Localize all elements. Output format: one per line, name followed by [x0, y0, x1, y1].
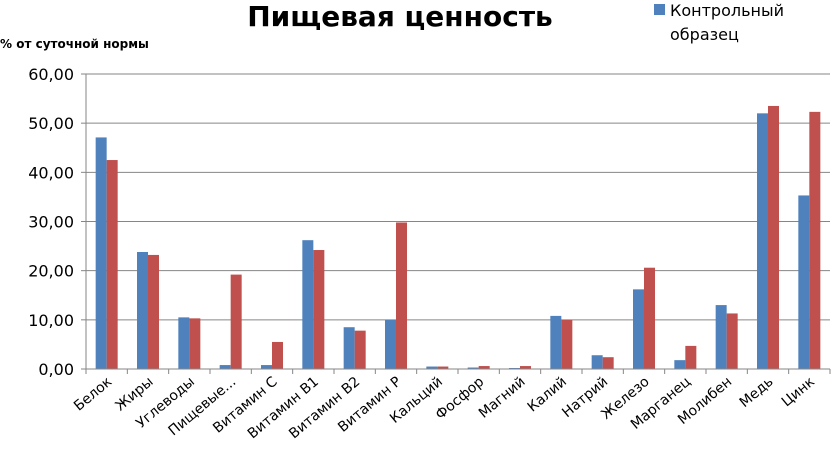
bar-series-2: [106, 160, 118, 369]
bar-series-1: [798, 195, 810, 369]
y-tick-labels: 0,00 10,00 20,00 30,00 40,00 50,00 60,00: [28, 65, 74, 379]
bar-series-2: [230, 274, 242, 369]
bar-series-1: [591, 355, 603, 369]
bar-series-1: [426, 366, 438, 369]
bar-series-2: [644, 267, 655, 369]
category-label: Витамин В1: [245, 374, 322, 442]
legend: Контрольный образец: [654, 1, 784, 44]
bar-series-2: [396, 222, 407, 369]
bar-series-2: [354, 330, 366, 369]
bar-series-2: [768, 105, 779, 369]
bar-series-1: [385, 319, 396, 369]
bar-series-2: [148, 254, 159, 369]
category-label: Магний: [476, 374, 529, 422]
bar-series-2: [561, 319, 573, 369]
y-axis-label: % от суточной нормы: [0, 37, 149, 51]
category-label: Цинк: [779, 374, 818, 410]
y-tick-label: 30,00: [28, 213, 74, 232]
bar-series-1: [467, 367, 479, 369]
y-tick-label: 0,00: [38, 360, 74, 379]
y-tick-label: 50,00: [28, 114, 74, 133]
category-label: Белок: [71, 374, 115, 415]
bar-series-2: [272, 341, 283, 369]
bar-series-1: [757, 113, 768, 369]
chart-title: Пищевая ценность: [247, 0, 553, 33]
bar-series-2: [437, 366, 449, 369]
bar-series-1: [633, 289, 644, 369]
bar-series-2: [685, 345, 697, 369]
bar-series-2: [602, 357, 614, 369]
bar-series-1: [674, 360, 686, 369]
bar-series-2: [478, 366, 490, 369]
bar-series-1: [550, 315, 562, 369]
bars: [95, 105, 821, 369]
category-label: Витамин В2: [286, 374, 363, 442]
bar-series-2: [313, 250, 325, 369]
y-tick-label: 60,00: [28, 65, 74, 84]
legend-label-series-1-line-2: образец: [670, 25, 739, 44]
bar-series-2: [189, 318, 201, 369]
gridlines: [81, 73, 830, 370]
bar-series-1: [137, 251, 148, 369]
y-tick-label: 40,00: [28, 163, 74, 182]
legend-swatch-series-1: [654, 4, 665, 15]
legend-label-series-1-line-1: Контрольный: [670, 1, 784, 20]
bar-series-1: [343, 327, 355, 369]
bar-series-2: [726, 313, 738, 369]
bar-series-2: [809, 111, 821, 369]
bar-series-1: [95, 137, 107, 369]
bar-series-1: [302, 240, 314, 369]
bar-series-1: [219, 365, 231, 369]
x-tick-marks: [85, 369, 831, 374]
category-label: Медь: [737, 374, 777, 411]
y-tick-label: 10,00: [28, 311, 74, 330]
y-tick-label: 20,00: [28, 262, 74, 281]
bar-series-1: [715, 305, 727, 369]
bar-series-1: [178, 317, 190, 369]
bar-series-1: [261, 365, 272, 369]
bar-series-2: [520, 366, 531, 369]
